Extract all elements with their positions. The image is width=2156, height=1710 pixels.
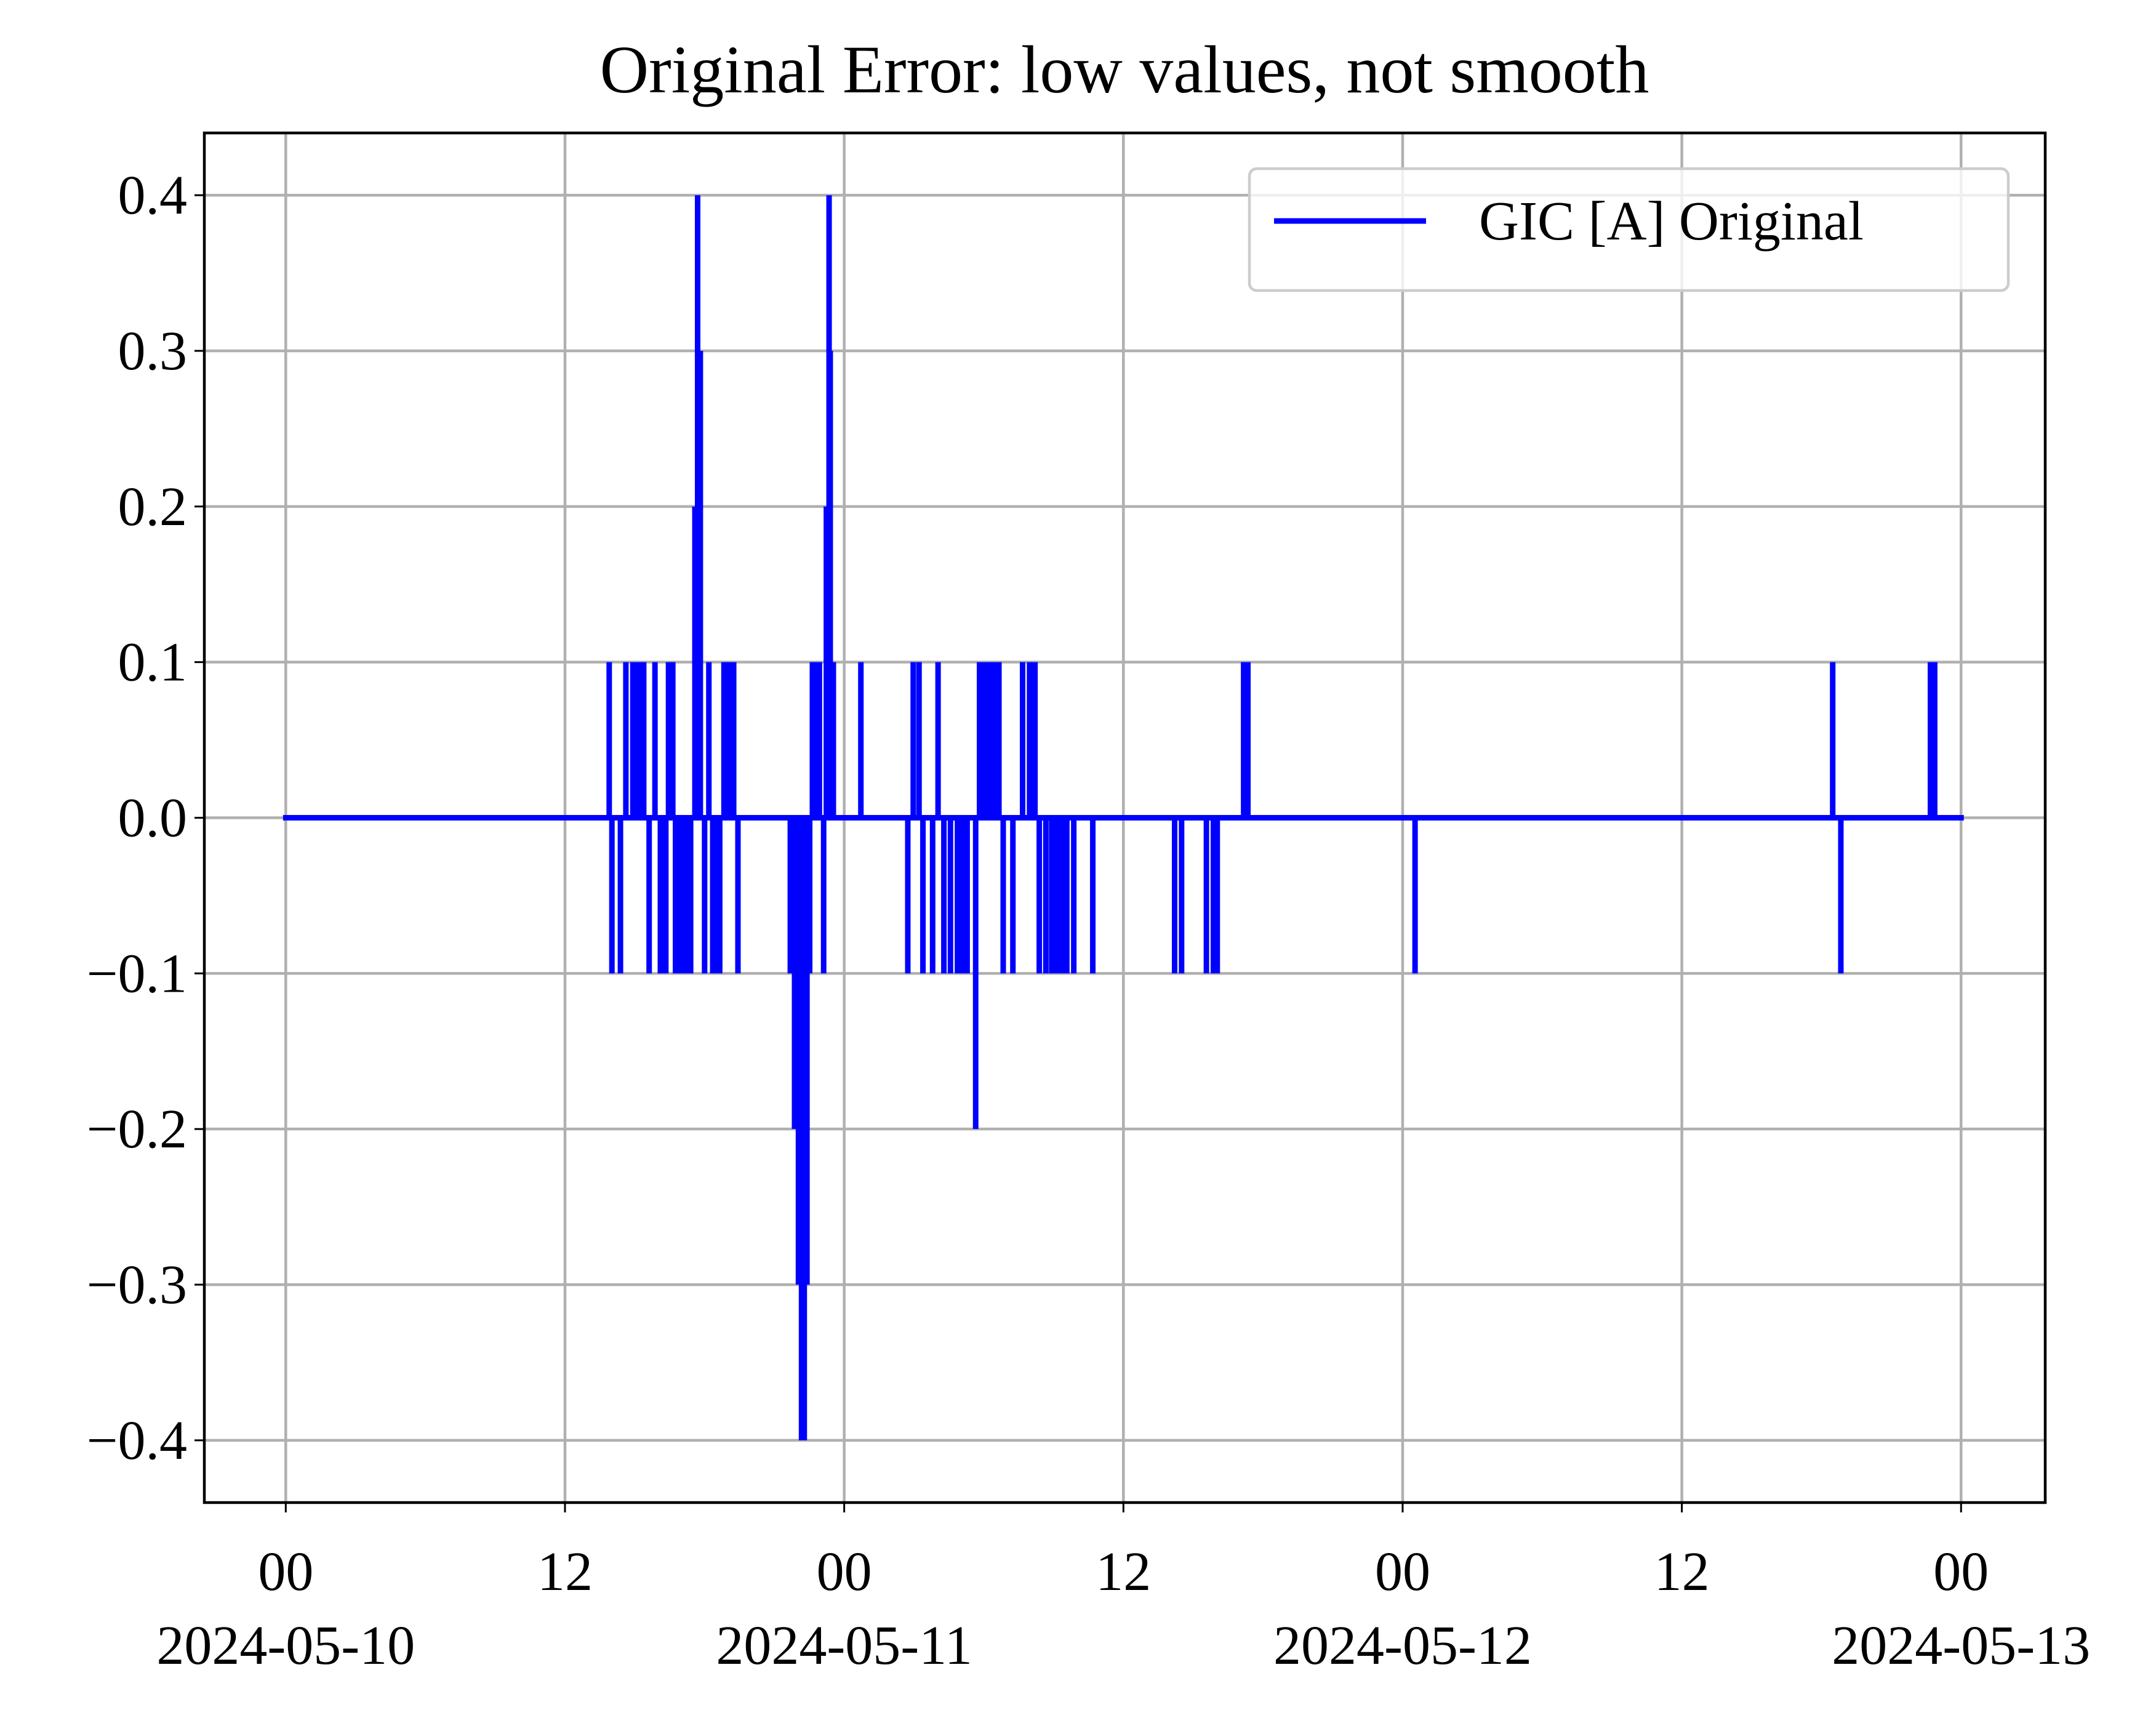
plot-frame (202, 131, 2047, 1504)
x-tick-label: 2024-05-12 (1273, 1615, 1532, 1676)
legend-label: GIC [A] Original (1479, 191, 1864, 252)
y-tick-label: 0.3 (118, 321, 188, 382)
x-tick-label: 00 (1375, 1541, 1430, 1602)
y-tick-label: 0.1 (118, 632, 188, 693)
y-tick-label: 0.2 (118, 476, 188, 537)
x-tick-label: 2024-05-10 (156, 1615, 415, 1676)
x-tick-label: 2024-05-11 (716, 1615, 972, 1676)
y-tick-label: −0.2 (87, 1099, 187, 1160)
legend-box (1248, 167, 2010, 292)
y-tick-label: 0.4 (118, 165, 188, 226)
y-tick-label: 0.0 (118, 788, 188, 849)
data-line (283, 195, 1964, 1440)
x-tick-label: 00 (817, 1541, 872, 1602)
y-tick-label: −0.4 (87, 1410, 187, 1471)
x-tick-label: 12 (1654, 1541, 1710, 1602)
y-tick-label: −0.3 (87, 1254, 187, 1315)
x-tick-label: 12 (1096, 1541, 1151, 1602)
chart-title: Original Error: low values, not smooth (600, 32, 1649, 107)
x-tick-label: 00 (1933, 1541, 1989, 1602)
x-tick-label: 12 (537, 1541, 593, 1602)
y-tick-label: −0.1 (87, 943, 187, 1004)
x-tick-label: 00 (258, 1541, 313, 1602)
x-tick-label: 2024-05-13 (1832, 1615, 2090, 1676)
